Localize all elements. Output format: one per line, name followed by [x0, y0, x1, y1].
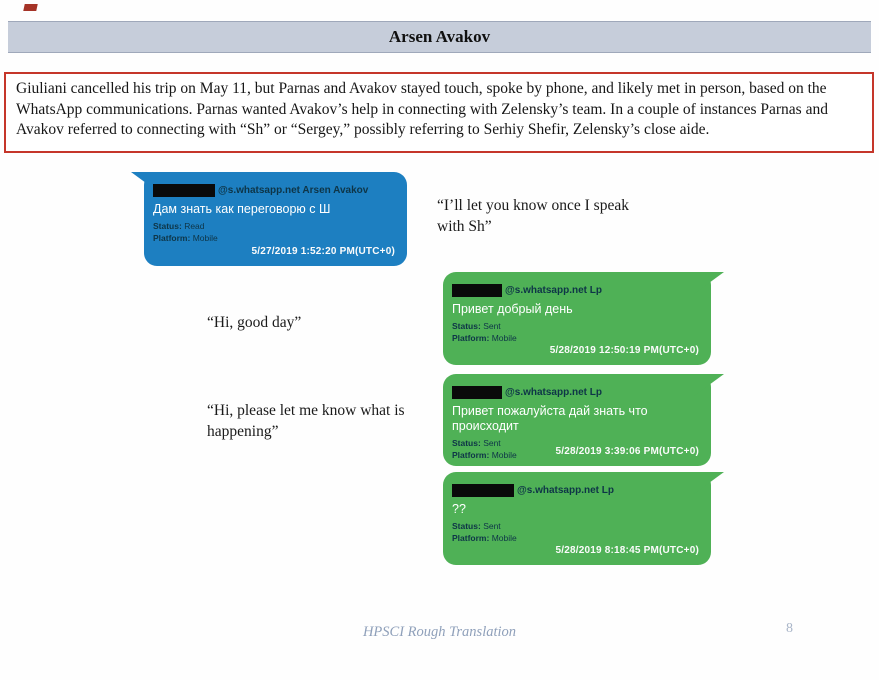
- status-line: Status: Sent: [452, 321, 699, 331]
- sender-label: @s.whatsapp.net Lp: [505, 387, 602, 398]
- platform-line: Platform: Mobile: [452, 533, 699, 543]
- message-text: Привет пожалуйста дай знать что происход…: [452, 404, 648, 433]
- scan-artifact: [23, 4, 38, 11]
- platform-value: Mobile: [192, 233, 218, 243]
- platform-value: Mobile: [491, 533, 517, 543]
- status-value: Read: [184, 221, 205, 231]
- platform-label: Platform:: [452, 333, 490, 343]
- redaction-box: [452, 284, 502, 297]
- status-label: Status:: [452, 321, 481, 331]
- message-timestamp: 5/28/2019 8:18:45 PM(UTC+0): [555, 545, 699, 556]
- status-label: Status:: [153, 221, 182, 231]
- message-timestamp: 5/28/2019 12:50:19 PM(UTC+0): [549, 345, 699, 356]
- translation-text: “Hi, good day”: [207, 314, 302, 331]
- chat-message-bubble: @s.whatsapp.net Lp Привет добрый день St…: [443, 272, 724, 365]
- chat-message-bubble: @s.whatsapp.net Lp ?? Status: Sent Platf…: [443, 472, 724, 565]
- sender-label: @s.whatsapp.net Lp: [505, 285, 602, 296]
- message-timestamp: 5/28/2019 3:39:06 PM(UTC+0): [555, 446, 699, 457]
- status-label: Status:: [452, 438, 481, 448]
- summary-box: Giuliani cancelled his trip on May 11, b…: [4, 72, 874, 153]
- message-timestamp: 5/27/2019 1:52:20 PM(UTC+0): [251, 246, 395, 257]
- chat-message-bubble: @s.whatsapp.net Arsen Avakov Дам знать к…: [131, 172, 407, 266]
- footer-label: HPSCI Rough Translation: [362, 624, 517, 640]
- message-text: Дам знать как переговорю с Ш: [153, 202, 331, 216]
- redaction-box: [153, 184, 215, 197]
- message-header: @s.whatsapp.net Arsen Avakov: [153, 184, 395, 197]
- redaction-box: [452, 484, 514, 497]
- message-header: @s.whatsapp.net Lp: [452, 484, 699, 497]
- message-text: Привет добрый день: [452, 302, 573, 316]
- platform-label: Platform:: [452, 533, 490, 543]
- message-header: @s.whatsapp.net Lp: [452, 284, 699, 297]
- status-line: Status: Sent: [452, 438, 699, 448]
- status-value: Sent: [483, 438, 501, 448]
- platform-line: Platform: Mobile: [452, 450, 699, 460]
- page-number: 8: [786, 621, 793, 636]
- message-text: ??: [452, 502, 466, 516]
- platform-label: Platform:: [452, 450, 490, 460]
- status-line: Status: Read: [153, 221, 395, 231]
- redaction-box: [452, 386, 502, 399]
- platform-value: Mobile: [491, 333, 517, 343]
- message-header: @s.whatsapp.net Lp: [452, 386, 699, 399]
- platform-line: Platform: Mobile: [452, 333, 699, 343]
- page-title: Arsen Avakov: [8, 21, 871, 53]
- status-value: Sent: [483, 521, 501, 531]
- status-value: Sent: [483, 321, 501, 331]
- platform-line: Platform: Mobile: [153, 233, 395, 243]
- status-line: Status: Sent: [452, 521, 699, 531]
- platform-label: Platform:: [153, 233, 191, 243]
- chat-message-bubble: @s.whatsapp.net Lp Привет пожалуйста дай…: [443, 374, 724, 466]
- sender-label: @s.whatsapp.net Lp: [517, 485, 614, 496]
- status-label: Status:: [452, 521, 481, 531]
- translation-text: “I’ll let you know once I speak with Sh”: [437, 197, 629, 235]
- translation-text: “Hi, please let me know what is happenin…: [207, 402, 405, 440]
- platform-value: Mobile: [491, 450, 517, 460]
- sender-label: @s.whatsapp.net Arsen Avakov: [218, 185, 369, 196]
